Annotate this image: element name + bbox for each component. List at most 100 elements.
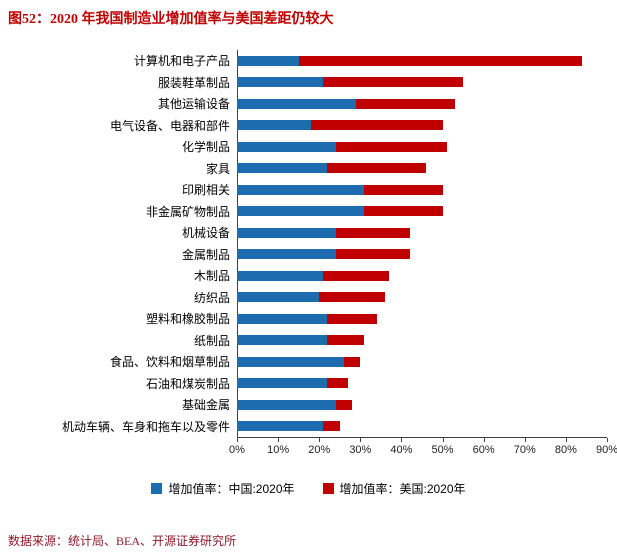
bar-track bbox=[237, 120, 607, 131]
category-label: 木制品 bbox=[193, 269, 230, 284]
bar-track bbox=[237, 421, 607, 432]
us-bar-segment bbox=[327, 335, 365, 346]
legend-item-china: 增加值率：中国:2020年 bbox=[151, 480, 295, 497]
us-bar-segment bbox=[335, 399, 353, 410]
chart-row: 印刷相关 bbox=[10, 179, 607, 201]
chart-row: 机械设备 bbox=[10, 222, 607, 244]
bar-track bbox=[237, 335, 607, 346]
bar-chart: 计算机和电子产品服装鞋革制品 其他运输设备电气设备、电器和部件化学制品家具印刷相关… bbox=[10, 50, 617, 497]
bar-track bbox=[237, 399, 607, 410]
category-label: 纸制品 bbox=[193, 333, 230, 348]
bar-track bbox=[237, 98, 607, 109]
category-label: 服装鞋革制品 bbox=[157, 75, 230, 90]
category-label: 塑料和橡胶制品 bbox=[145, 312, 230, 327]
china-bar-segment bbox=[237, 55, 299, 66]
x-tick-label: 80% bbox=[554, 438, 577, 456]
bar-track bbox=[237, 378, 607, 389]
china-bar-segment bbox=[237, 98, 357, 109]
category-label: 非金属矿物制品 bbox=[145, 204, 230, 219]
china-bar-segment bbox=[237, 335, 328, 346]
category-label: 金属制品 bbox=[181, 247, 230, 262]
category-label: 食品、饮料和烟草制品 bbox=[109, 355, 230, 370]
china-bar-segment bbox=[237, 249, 336, 260]
chart-row: 石油和煤炭制品 bbox=[10, 373, 607, 395]
x-axis: 0% 10% 20% 30% 40% 50% 60% 70% 80% 90% bbox=[229, 437, 617, 462]
china-bar-segment bbox=[237, 313, 328, 324]
us-bar-segment bbox=[343, 356, 361, 367]
china-legend-label: 增加值率：中国:2020年 bbox=[168, 482, 295, 496]
x-tick-label: 50% bbox=[431, 438, 454, 456]
bar-track bbox=[237, 141, 607, 152]
china-bar-segment bbox=[237, 356, 344, 367]
china-bar-segment bbox=[237, 421, 324, 432]
category-label: 电气设备、电器和部件 bbox=[109, 118, 230, 133]
us-bar-segment bbox=[356, 98, 455, 109]
china-bar-segment bbox=[237, 77, 324, 88]
china-bar-segment bbox=[237, 184, 365, 195]
category-label: 石油和煤炭制品 bbox=[145, 376, 230, 391]
us-bar-segment bbox=[335, 141, 447, 152]
category-label: 机动车辆、车身和拖车以及零件 bbox=[61, 419, 230, 434]
category-label: 家具 bbox=[205, 161, 230, 176]
chart-row: 化学制品 bbox=[10, 136, 607, 158]
x-tick-label: 30% bbox=[349, 438, 372, 456]
china-bar-segment bbox=[237, 399, 336, 410]
x-tick-label: 70% bbox=[513, 438, 536, 456]
x-tick-label: 40% bbox=[390, 438, 413, 456]
us-bar-segment bbox=[335, 227, 410, 238]
bar-track bbox=[237, 55, 607, 66]
us-bar-segment bbox=[335, 249, 410, 260]
us-bar-segment bbox=[327, 378, 348, 389]
bar-track bbox=[237, 356, 607, 367]
us-bar-segment bbox=[319, 292, 385, 303]
chart-row: 食品、饮料和烟草制品 bbox=[10, 351, 607, 373]
category-label: 基础金属 bbox=[181, 398, 230, 413]
chart-row: 木制品 bbox=[10, 265, 607, 287]
chart-row: 电气设备、电器和部件 bbox=[10, 115, 607, 137]
china-bar-segment bbox=[237, 292, 320, 303]
x-tick-label: 90% bbox=[595, 438, 617, 456]
china-bar-segment bbox=[237, 378, 328, 389]
chart-row: 纺织品 bbox=[10, 287, 607, 309]
category-label: 机械设备 bbox=[181, 226, 230, 241]
chart-row: 服装鞋革制品 bbox=[10, 72, 607, 94]
bar-track bbox=[237, 227, 607, 238]
us-legend-label: 增加值率：美国:2020年 bbox=[339, 482, 466, 496]
us-bar-segment bbox=[364, 184, 443, 195]
us-bar-segment bbox=[323, 421, 340, 432]
chart-row: 金属制品 bbox=[10, 244, 607, 266]
legend-item-us: 增加值率：美国:2020年 bbox=[322, 480, 466, 497]
category-label: 化学制品 bbox=[181, 140, 230, 155]
category-label: 计算机和电子产品 bbox=[133, 54, 230, 69]
china-bar-segment bbox=[237, 141, 336, 152]
bar-track bbox=[237, 249, 607, 260]
us-bar-segment bbox=[327, 163, 427, 174]
bar-track bbox=[237, 206, 607, 217]
chart-row: 计算机和电子产品 bbox=[10, 50, 607, 72]
us-bar-segment bbox=[311, 120, 443, 131]
bar-track bbox=[237, 184, 607, 195]
category-label: 印刷相关 bbox=[181, 183, 230, 198]
us-bar-segment bbox=[298, 55, 583, 66]
china-bar-segment bbox=[237, 163, 328, 174]
chart-title: 图52：2020 年我国制造业增加值率与美国差距仍较大 bbox=[8, 12, 334, 27]
bar-track bbox=[237, 163, 607, 174]
chart-row: 其他运输设备 bbox=[10, 93, 607, 115]
china-bar-segment bbox=[237, 227, 336, 238]
chart-row: 非金属矿物制品 bbox=[10, 201, 607, 223]
us-bar-segment bbox=[327, 313, 377, 324]
x-tick-label: 60% bbox=[472, 438, 495, 456]
china-bar-segment bbox=[237, 206, 365, 217]
category-label: 其他运输设备 bbox=[157, 97, 230, 112]
china-bar-segment bbox=[237, 270, 324, 281]
china-bar-segment bbox=[237, 120, 311, 131]
bar-track bbox=[237, 77, 607, 88]
x-tick-label: 20% bbox=[308, 438, 331, 456]
data-source-note: 数据来源：统计局、BEA、开源证券研究所 bbox=[8, 534, 237, 548]
chart-row: 塑料和橡胶制品 bbox=[10, 308, 607, 330]
bar-track bbox=[237, 313, 607, 324]
bar-track bbox=[237, 292, 607, 303]
x-tick-label: 10% bbox=[267, 438, 290, 456]
y-axis-line bbox=[237, 50, 238, 437]
category-label: 纺织品 bbox=[193, 290, 230, 305]
